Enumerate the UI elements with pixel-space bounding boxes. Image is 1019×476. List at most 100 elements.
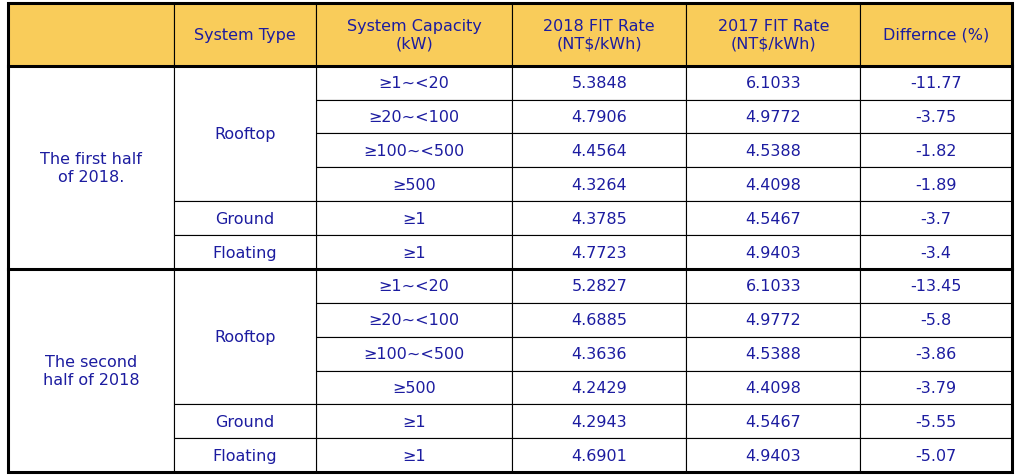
Bar xyxy=(512,168,686,202)
Text: -1.82: -1.82 xyxy=(914,144,956,159)
Bar xyxy=(686,269,859,303)
Bar xyxy=(686,202,859,236)
Text: ≥500: ≥500 xyxy=(391,380,435,395)
Text: -3.86: -3.86 xyxy=(914,347,956,361)
Text: 4.9403: 4.9403 xyxy=(745,245,800,260)
Text: -11.77: -11.77 xyxy=(909,76,961,91)
Bar xyxy=(859,4,1011,67)
Bar xyxy=(174,269,316,405)
Bar xyxy=(859,269,1011,303)
Bar xyxy=(686,168,859,202)
Text: -1.89: -1.89 xyxy=(914,178,956,192)
Bar xyxy=(316,236,512,269)
Text: ≥1: ≥1 xyxy=(401,414,425,429)
Text: Differnce (%): Differnce (%) xyxy=(882,28,988,43)
Bar xyxy=(316,371,512,405)
Text: 4.2429: 4.2429 xyxy=(571,380,627,395)
Bar xyxy=(859,134,1011,168)
Text: ≥100~<500: ≥100~<500 xyxy=(363,144,465,159)
Bar xyxy=(316,100,512,134)
Text: 4.9772: 4.9772 xyxy=(745,313,800,327)
Text: 4.4564: 4.4564 xyxy=(571,144,627,159)
Bar xyxy=(859,303,1011,337)
Bar xyxy=(174,438,316,472)
Bar xyxy=(512,269,686,303)
Bar xyxy=(316,269,512,303)
Text: Floating: Floating xyxy=(213,448,277,463)
Bar xyxy=(686,67,859,100)
Bar xyxy=(686,134,859,168)
Bar xyxy=(512,236,686,269)
Bar xyxy=(686,371,859,405)
Text: -3.75: -3.75 xyxy=(915,110,956,125)
Bar xyxy=(512,67,686,100)
Text: 4.5467: 4.5467 xyxy=(745,211,800,226)
Text: -5.55: -5.55 xyxy=(914,414,956,429)
Bar xyxy=(859,236,1011,269)
Text: 4.4098: 4.4098 xyxy=(745,380,800,395)
Text: 4.4098: 4.4098 xyxy=(745,178,800,192)
Text: 5.2827: 5.2827 xyxy=(571,279,627,294)
Bar xyxy=(316,168,512,202)
Bar xyxy=(316,4,512,67)
Bar xyxy=(859,100,1011,134)
Text: -5.07: -5.07 xyxy=(914,448,956,463)
Bar xyxy=(686,236,859,269)
Text: Ground: Ground xyxy=(215,414,274,429)
Text: Floating: Floating xyxy=(213,245,277,260)
Text: Ground: Ground xyxy=(215,211,274,226)
Bar xyxy=(174,4,316,67)
Text: The first half
of 2018.: The first half of 2018. xyxy=(41,152,142,184)
Text: ≥1: ≥1 xyxy=(401,448,425,463)
Bar xyxy=(316,405,512,438)
Bar xyxy=(859,405,1011,438)
Text: ≥1: ≥1 xyxy=(401,245,425,260)
Bar xyxy=(512,337,686,371)
Bar xyxy=(512,303,686,337)
Text: 2018 FIT Rate
(NT$/kWh): 2018 FIT Rate (NT$/kWh) xyxy=(543,19,654,51)
Text: 4.5467: 4.5467 xyxy=(745,414,800,429)
Bar xyxy=(8,4,174,67)
Bar xyxy=(316,337,512,371)
Bar xyxy=(512,438,686,472)
Text: 6.1033: 6.1033 xyxy=(745,76,800,91)
Text: 4.9772: 4.9772 xyxy=(745,110,800,125)
Bar xyxy=(174,236,316,269)
Bar xyxy=(512,134,686,168)
Bar xyxy=(686,405,859,438)
Text: 2017 FIT Rate
(NT$/kWh): 2017 FIT Rate (NT$/kWh) xyxy=(716,19,828,51)
Text: System Type: System Type xyxy=(194,28,296,43)
Bar xyxy=(859,202,1011,236)
Bar xyxy=(316,202,512,236)
Bar xyxy=(859,337,1011,371)
Bar xyxy=(512,100,686,134)
Bar xyxy=(174,202,316,236)
Text: ≥100~<500: ≥100~<500 xyxy=(363,347,465,361)
Text: 4.2943: 4.2943 xyxy=(571,414,627,429)
Text: 4.9403: 4.9403 xyxy=(745,448,800,463)
Text: ≥1: ≥1 xyxy=(401,211,425,226)
Bar xyxy=(316,134,512,168)
Bar xyxy=(686,337,859,371)
Text: Rooftop: Rooftop xyxy=(214,329,275,345)
Text: ≥500: ≥500 xyxy=(391,178,435,192)
Bar xyxy=(512,405,686,438)
Bar xyxy=(8,67,174,269)
Text: 4.3636: 4.3636 xyxy=(571,347,627,361)
Bar xyxy=(686,4,859,67)
Bar xyxy=(316,438,512,472)
Text: ≥1~<20: ≥1~<20 xyxy=(378,76,449,91)
Bar xyxy=(859,438,1011,472)
Text: ≥1~<20: ≥1~<20 xyxy=(378,279,449,294)
Text: -3.79: -3.79 xyxy=(915,380,956,395)
Bar xyxy=(8,269,174,472)
Bar xyxy=(512,371,686,405)
Bar xyxy=(512,202,686,236)
Text: 4.3785: 4.3785 xyxy=(571,211,627,226)
Bar xyxy=(512,4,686,67)
Text: -5.8: -5.8 xyxy=(919,313,951,327)
Bar xyxy=(316,67,512,100)
Bar xyxy=(686,303,859,337)
Bar xyxy=(686,438,859,472)
Text: 4.5388: 4.5388 xyxy=(745,347,800,361)
